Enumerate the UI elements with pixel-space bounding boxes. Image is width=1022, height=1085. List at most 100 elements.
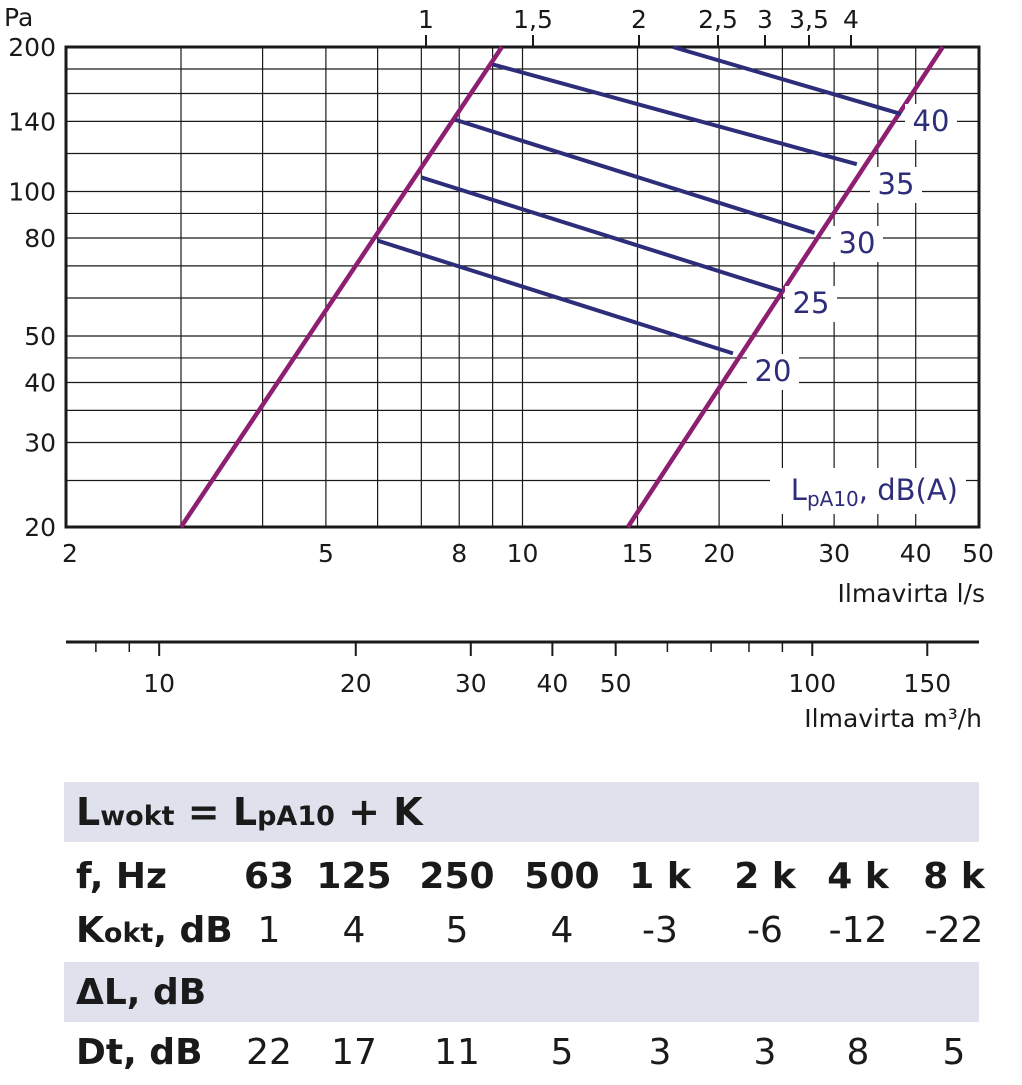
noise-label-bg: [905, 104, 957, 140]
x-tick-label: 10: [507, 539, 539, 568]
k-row-cell: 4: [550, 910, 574, 951]
formula-lhs-sub: wokt: [100, 801, 175, 832]
dt-label: Dt, dB: [76, 1032, 203, 1073]
secondary-tick-label: 20: [340, 669, 372, 698]
k-row-cell: 4: [342, 910, 366, 951]
y-tick-label: 30: [24, 428, 56, 457]
x-axis-label: Ilmavirta l/s: [838, 579, 985, 608]
noise-line-35: [492, 62, 858, 167]
top-tick-label: 2,5: [698, 5, 738, 34]
freq-row-cell: 125: [316, 856, 392, 897]
x-tick-labels: 2 5 8 10 15 20 30 40 50: [62, 539, 994, 568]
top-tick-label: 3,5: [789, 5, 829, 34]
noise-level-legend: LpA10, dB(A): [791, 473, 958, 511]
k-row-cell: 1: [257, 910, 281, 951]
k-label-sub: okt: [103, 918, 154, 949]
k-row-cell: -6: [747, 910, 783, 951]
legend-bg: [770, 468, 966, 514]
plot-frame: [64, 45, 981, 529]
secondary-x-axis-label: Ilmavirta m³/h: [804, 704, 982, 733]
dt-row-cell: 5: [550, 1032, 574, 1073]
x-tick-label: 30: [818, 539, 850, 568]
freq-row-cell: 1 k: [629, 856, 691, 897]
boundary-line: [179, 45, 504, 529]
x-tick-label: 50: [962, 539, 994, 568]
noise-label-bg: [870, 167, 922, 203]
freq-row-cell: 2 k: [734, 856, 796, 897]
formula: Lwokt = LpA10 + K: [76, 790, 423, 834]
k-label: Kokt, dB: [76, 910, 233, 951]
top-tick-label: 1: [418, 5, 434, 34]
y-tick-label: 40: [24, 369, 56, 398]
y-tick-label: 80: [24, 224, 56, 253]
x-tick-label: 2: [62, 539, 78, 568]
x-tick-label: 8: [451, 539, 467, 568]
legend-tail: , dB(A): [859, 473, 958, 507]
formula-mid: = L: [174, 790, 258, 834]
top-tick-label: 4: [843, 5, 859, 34]
freq-row-cell: 500: [524, 856, 600, 897]
noise-line-40: [672, 45, 902, 116]
delta-band: [64, 962, 979, 1022]
k-label-tail: , dB: [153, 910, 233, 951]
delta-label: ΔL, dB: [76, 972, 207, 1013]
dt-row-cell: 3: [753, 1032, 777, 1073]
noise-label-40: 40: [913, 104, 950, 138]
dt-row-cell: 11: [434, 1032, 480, 1073]
legend-sub: pA10: [807, 487, 859, 511]
top-tick-label: 3: [757, 5, 773, 34]
noise-label-25: 25: [793, 286, 830, 320]
noise-label-35: 35: [878, 167, 915, 201]
secondary-tick-label: 40: [536, 669, 568, 698]
k-row-cell: 5: [445, 910, 469, 951]
noise-label-bg: [747, 354, 799, 390]
noise-line-20: [377, 238, 734, 356]
k-label-main: K: [76, 910, 104, 951]
y-tick-label: 100: [8, 177, 56, 206]
y-tick-label: 20: [24, 513, 56, 542]
noise-line-30: [455, 117, 816, 235]
secondary-tick-label: 100: [788, 669, 836, 698]
y-tick-labels: 20 30 40 50 80 100 140 200: [8, 33, 56, 542]
y-tick-label: 50: [24, 322, 56, 351]
x-tick-label: 5: [318, 539, 334, 568]
secondary-x-axis: 10 20 30 40 50 100 150: [66, 640, 979, 698]
legend-main: L: [791, 473, 807, 507]
freq-row-cell: 250: [419, 856, 495, 897]
x-tick-label: 40: [900, 539, 932, 568]
y-tick-label: 200: [8, 33, 56, 62]
k-row-cell: -22: [924, 910, 984, 951]
dt-row-cell: 17: [331, 1032, 377, 1073]
freq-row-cell: 8 k: [923, 856, 985, 897]
freq-label: f, Hz: [76, 856, 167, 897]
k-row-cell: -3: [642, 910, 678, 951]
noise-label-bg: [785, 286, 837, 322]
noise-label-20: 20: [755, 354, 792, 388]
k-row-cell: -12: [828, 910, 888, 951]
freq-row-cell: 4 k: [827, 856, 889, 897]
y-tick-label: 140: [8, 107, 56, 136]
x-tick-label: 15: [622, 539, 654, 568]
secondary-tick-label: 10: [143, 669, 175, 698]
noise-label-30: 30: [839, 226, 876, 260]
top-tick-label: 2: [631, 5, 647, 34]
secondary-tick-label: 30: [455, 669, 487, 698]
formula-rhs: + K: [334, 790, 423, 834]
secondary-tick-label: 150: [903, 669, 951, 698]
formula-mid-sub: pA10: [257, 801, 335, 832]
noise-line-25: [420, 175, 783, 294]
dt-row-cell: 5: [942, 1032, 966, 1073]
top-tick-labels: 1 1,5 2 2,5 3 3,5 4: [418, 5, 859, 47]
dt-row-cell: 3: [648, 1032, 672, 1073]
secondary-tick-label: 50: [600, 669, 632, 698]
formula-lhs: L: [76, 790, 101, 834]
dt-row-cell: 8: [846, 1032, 870, 1073]
dt-row-cell: 22: [246, 1032, 292, 1073]
y-axis-label: Pa: [4, 3, 33, 32]
noise-label-bg: [831, 226, 883, 262]
formula-band: [64, 782, 979, 842]
x-tick-label: 20: [703, 539, 735, 568]
freq-row-cell: 63: [243, 856, 295, 897]
